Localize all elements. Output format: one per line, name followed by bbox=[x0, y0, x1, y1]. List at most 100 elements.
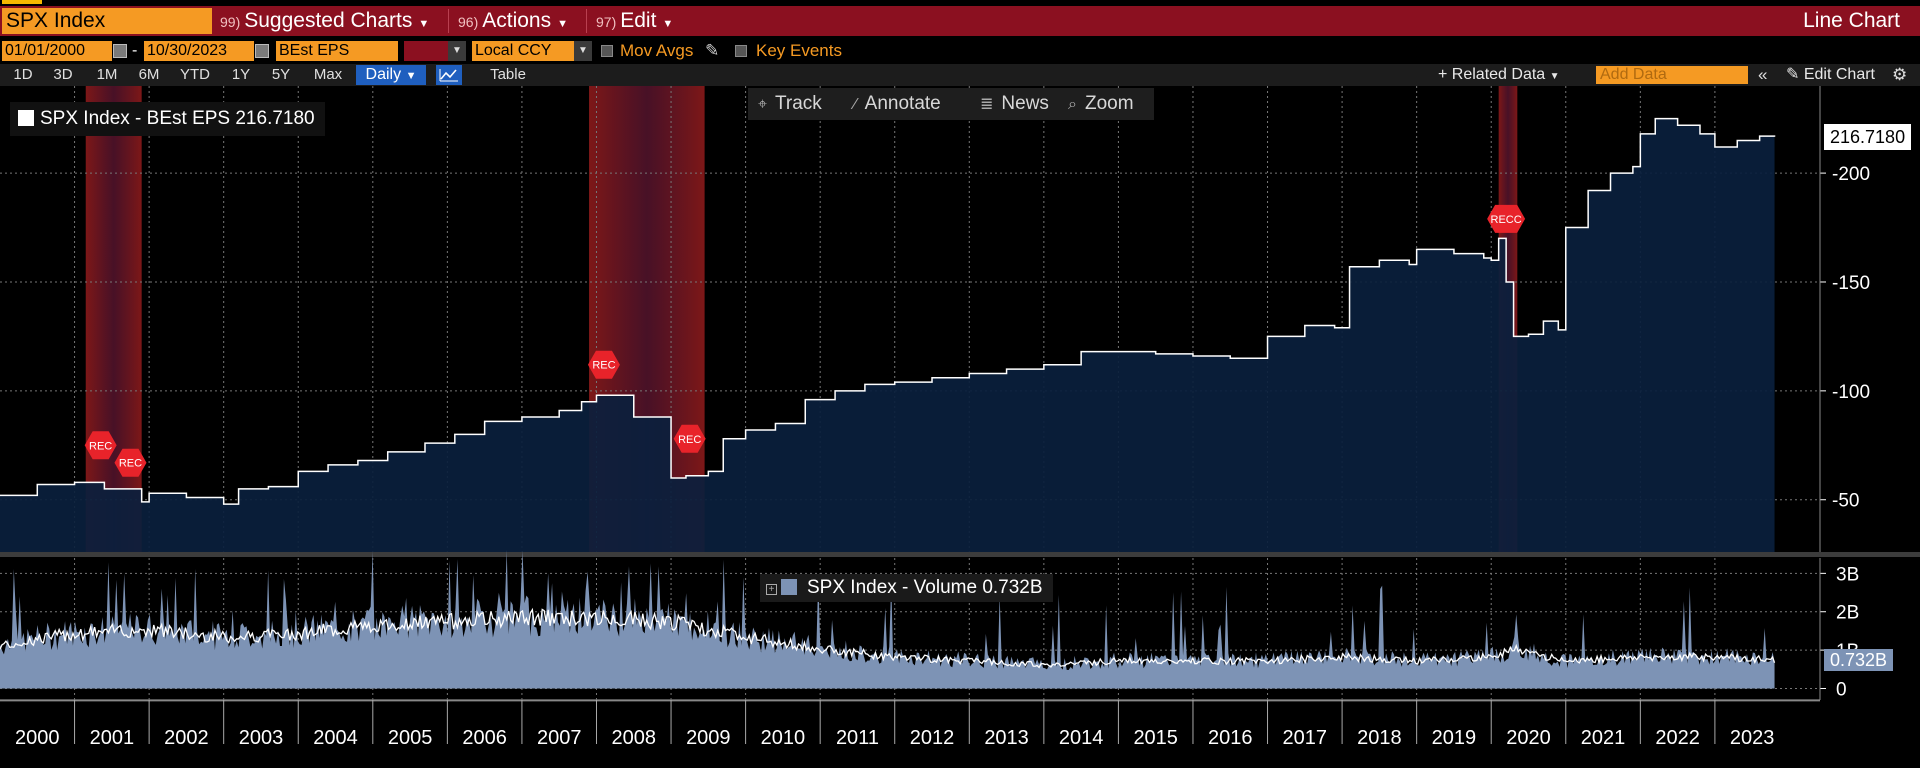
chevron-down-icon[interactable]: ▼ bbox=[448, 41, 466, 61]
field-selector[interactable]: BEst EPS bbox=[276, 41, 398, 61]
gear-icon[interactable]: ⚙ bbox=[1892, 65, 1908, 84]
pencil-icon: ✎ bbox=[1786, 66, 1800, 83]
chart-area[interactable]: REC REC REC REC RECC 2000 2001 2002 2003 2004 200… bbox=[0, 86, 1920, 768]
x-tick-label: 2020 bbox=[1506, 727, 1551, 749]
suggested-charts-number: 99) bbox=[220, 14, 241, 30]
annotate-button[interactable]: ∕ Annotate bbox=[854, 88, 941, 120]
color-picker[interactable] bbox=[404, 41, 448, 61]
x-tick-label: 2018 bbox=[1357, 727, 1402, 749]
divider bbox=[448, 9, 449, 33]
calendar-icon[interactable] bbox=[255, 44, 269, 58]
x-tick-label: 2007 bbox=[537, 727, 582, 749]
key-events-checkbox[interactable] bbox=[735, 45, 747, 57]
news-icon: ≣ bbox=[980, 96, 994, 113]
expand-icon[interactable]: + bbox=[766, 584, 777, 595]
key-events-label[interactable]: Key Events bbox=[756, 41, 842, 60]
related-data-button[interactable]: + Related Data ▼ bbox=[1438, 64, 1560, 86]
y-tick-label: -150 bbox=[1832, 273, 1870, 294]
crosshair-icon: ⌖ bbox=[758, 96, 768, 113]
edit-chart-button[interactable]: ✎ Edit Chart bbox=[1786, 64, 1875, 86]
eps-line bbox=[0, 117, 1776, 505]
track-button[interactable]: ⌖ Track bbox=[758, 88, 822, 120]
top-strip-marker bbox=[2, 0, 42, 4]
collapse-icon[interactable]: « bbox=[1758, 65, 1768, 84]
period-1m[interactable]: 1M bbox=[96, 66, 118, 83]
ticker-field[interactable]: SPX Index bbox=[2, 8, 212, 34]
x-tick-label: 2021 bbox=[1581, 727, 1626, 749]
actions-button[interactable]: 96) Actions ▼ bbox=[452, 6, 574, 36]
x-tick-label: 2017 bbox=[1283, 727, 1328, 749]
add-data-input[interactable] bbox=[1596, 66, 1748, 84]
line-chart-icon[interactable] bbox=[436, 65, 462, 85]
panel-divider bbox=[0, 552, 1920, 557]
zoom-button[interactable]: ⌕ Zoom bbox=[1068, 88, 1134, 120]
mov-avgs-checkbox[interactable] bbox=[601, 45, 613, 57]
volume-legend-label: SPX Index - Volume 0.732B bbox=[807, 577, 1043, 598]
chevron-down-icon[interactable]: ▼ bbox=[574, 41, 592, 61]
x-tick-label: 2014 bbox=[1059, 727, 1104, 749]
x-tick-label: 2012 bbox=[910, 727, 955, 749]
last-volume-tag: 0.732B bbox=[1824, 649, 1894, 672]
x-tick-label: 2011 bbox=[836, 727, 879, 749]
frequency-dropdown[interactable]: Daily ▼ bbox=[356, 65, 426, 85]
period-row: 1D 3D 1M 6M YTD 1Y 5Y Max Daily ▼ Table … bbox=[0, 64, 1920, 86]
last-value-tag: 216.7180 bbox=[1824, 123, 1912, 150]
chevron-down-icon: ▼ bbox=[1549, 71, 1560, 82]
y-tick-label: 0 bbox=[1836, 679, 1847, 700]
period-max[interactable]: Max bbox=[313, 66, 343, 83]
mov-avgs-label[interactable]: Mov Avgs bbox=[620, 41, 694, 60]
actions-label: Actions bbox=[482, 9, 552, 32]
x-tick-label: 2005 bbox=[388, 727, 433, 749]
plus-icon: + bbox=[1438, 66, 1448, 83]
actions-number: 96) bbox=[458, 14, 479, 30]
chevron-down-icon: ▼ bbox=[557, 18, 568, 30]
recession-marker-label: RECC bbox=[1491, 214, 1522, 226]
recession-marker bbox=[673, 424, 706, 453]
chart-canvas[interactable]: REC REC REC REC RECC 2000 2001 2002 2003 2004 200… bbox=[0, 86, 1920, 768]
period-6m[interactable]: 6M bbox=[138, 66, 160, 83]
recession-marker-label: REC bbox=[119, 458, 142, 470]
x-tick-label: 2023 bbox=[1730, 727, 1775, 749]
period-1d[interactable]: 1D bbox=[13, 66, 33, 83]
calendar-icon[interactable] bbox=[113, 44, 127, 58]
news-button[interactable]: ≣ News bbox=[980, 88, 1049, 120]
date-separator: - bbox=[132, 42, 138, 59]
period-3d[interactable]: 3D bbox=[53, 66, 73, 83]
legend-swatch bbox=[18, 110, 34, 126]
currency-selector[interactable]: Local CCY bbox=[472, 41, 574, 61]
period-1y[interactable]: 1Y bbox=[231, 66, 251, 83]
chevron-down-icon: ▼ bbox=[418, 18, 430, 30]
chart-toolbar: ⌖ Track ∕ Annotate ≣ News ⌕ Zoom bbox=[748, 88, 1154, 120]
period-5y[interactable]: 5Y bbox=[271, 66, 291, 83]
x-tick-label: 2003 bbox=[239, 727, 284, 749]
eps-legend[interactable]: SPX Index - BEst EPS 216.7180 bbox=[10, 102, 325, 136]
end-date-field[interactable]: 10/30/2023 bbox=[144, 41, 254, 61]
table-button[interactable]: Table bbox=[490, 66, 526, 83]
divider bbox=[586, 9, 587, 33]
pencil-icon: ∕ bbox=[854, 96, 857, 113]
pencil-icon[interactable]: ✎ bbox=[705, 41, 720, 60]
date-controls-row: 01/01/2000 - 10/30/2023 BEst EPS ▼ Local… bbox=[0, 38, 1920, 64]
track-label: Track bbox=[775, 93, 822, 114]
recession-marker-label: REC bbox=[592, 360, 615, 372]
recession-marker-label: REC bbox=[678, 434, 701, 446]
top-strip bbox=[0, 0, 1920, 6]
edit-chart-label: Edit Chart bbox=[1803, 66, 1875, 83]
annotate-label: Annotate bbox=[864, 93, 941, 114]
edit-label: Edit bbox=[620, 9, 657, 32]
recession-marker bbox=[114, 448, 147, 477]
volume-area bbox=[0, 549, 1775, 689]
suggested-charts-button[interactable]: 99) Suggested Charts ▼ bbox=[214, 6, 435, 36]
suggested-charts-label: Suggested Charts bbox=[244, 9, 413, 32]
zoom-label: Zoom bbox=[1084, 93, 1134, 114]
chevron-down-icon: ▼ bbox=[662, 18, 674, 30]
x-tick-label: 2000 bbox=[15, 727, 60, 749]
volume-legend[interactable]: + SPX Index - Volume 0.732B bbox=[760, 574, 1053, 602]
period-ytd[interactable]: YTD bbox=[180, 66, 210, 83]
start-date-field[interactable]: 01/01/2000 bbox=[2, 41, 112, 61]
edit-button[interactable]: 97) Edit ▼ bbox=[590, 6, 679, 36]
magnifier-icon: ⌕ bbox=[1068, 96, 1077, 113]
title-bar: SPX Index 99) Suggested Charts ▼ 96) Action… bbox=[0, 6, 1920, 36]
x-tick-label: 2016 bbox=[1208, 727, 1253, 749]
volume-average-line bbox=[0, 607, 1776, 669]
